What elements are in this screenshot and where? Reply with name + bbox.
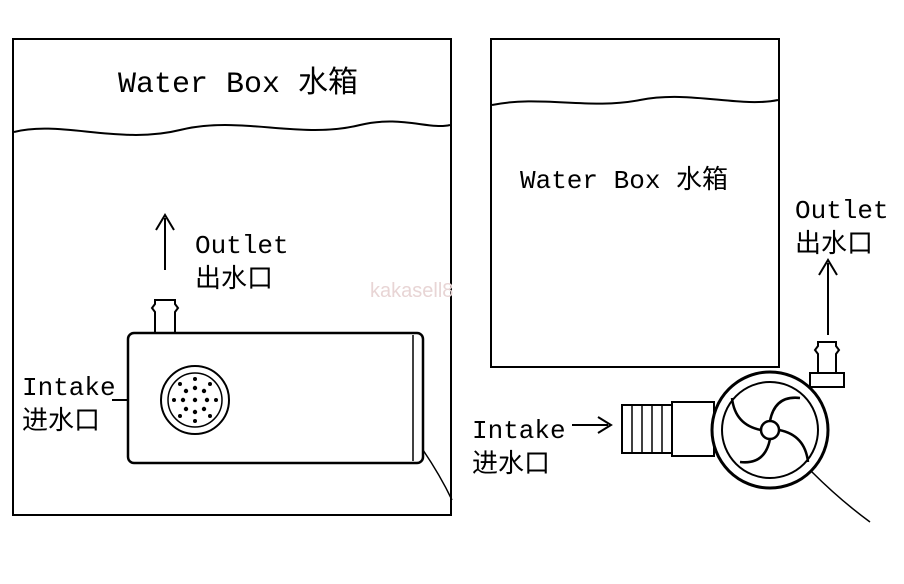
right-pump-wire	[812, 472, 870, 522]
right-outlet-arrow	[819, 260, 837, 335]
left-pump	[128, 300, 452, 500]
diagram-svg	[0, 0, 904, 584]
left-pump-wire	[423, 450, 452, 500]
left-pump-nozzle	[152, 300, 178, 333]
right-waterline	[492, 97, 778, 105]
right-pump-nozzle	[815, 342, 839, 373]
right-intake-arrow	[572, 417, 611, 433]
right-pump	[622, 342, 870, 522]
left-waterline	[14, 121, 450, 134]
left-outlet-arrow	[156, 215, 174, 270]
